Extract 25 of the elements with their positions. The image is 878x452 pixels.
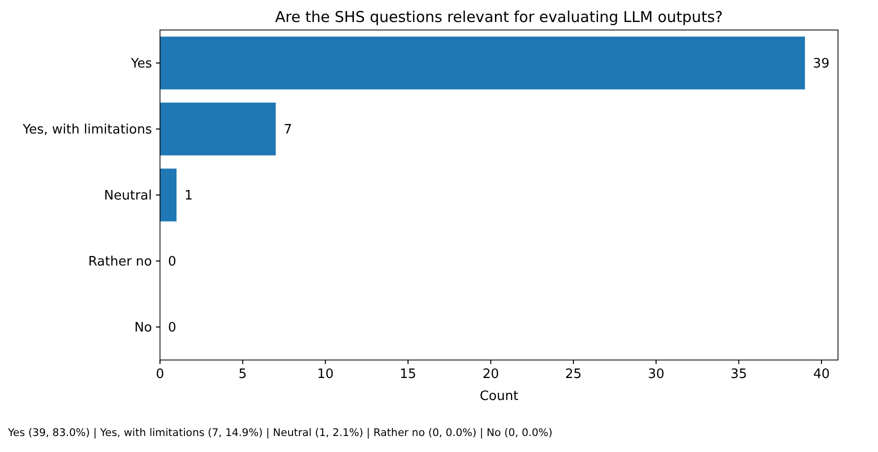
y-tick-label: Neutral — [104, 188, 152, 204]
x-tick-label: 0 — [156, 367, 164, 382]
y-tick-label: Yes, with limitations — [22, 122, 152, 138]
y-tick-label: Yes — [130, 56, 152, 72]
bar — [160, 168, 177, 222]
data-label: 7 — [284, 122, 292, 138]
data-label: 39 — [812, 56, 830, 72]
x-tick-label: 35 — [730, 367, 748, 382]
x-tick-label: 5 — [238, 367, 247, 382]
x-tick-label: 10 — [317, 367, 334, 382]
x-axis-title: Count — [480, 389, 518, 404]
x-tick-label: 40 — [813, 367, 830, 382]
bar — [160, 36, 805, 90]
chart-title: Are the SHS questions relevant for evaluating LLM outputs? — [275, 8, 723, 26]
y-tick-label: No — [134, 320, 152, 336]
bar — [160, 102, 276, 156]
x-tick-label: 25 — [565, 367, 582, 382]
x-tick-label: 20 — [482, 367, 500, 382]
data-label: 0 — [168, 320, 176, 336]
data-label: 1 — [184, 188, 193, 204]
data-label: 0 — [168, 254, 176, 270]
x-tick-label: 30 — [648, 367, 664, 382]
y-tick-label: Rather no — [88, 254, 152, 270]
text: Yes (39, 83.0%) | Yes, with limitations (7, 14.9%) | Neutral (1, 2.1%) | Rather no (0, 0.0%) | No (0, 0.0%) — [7, 427, 553, 439]
x-tick-label: 15 — [400, 367, 416, 382]
